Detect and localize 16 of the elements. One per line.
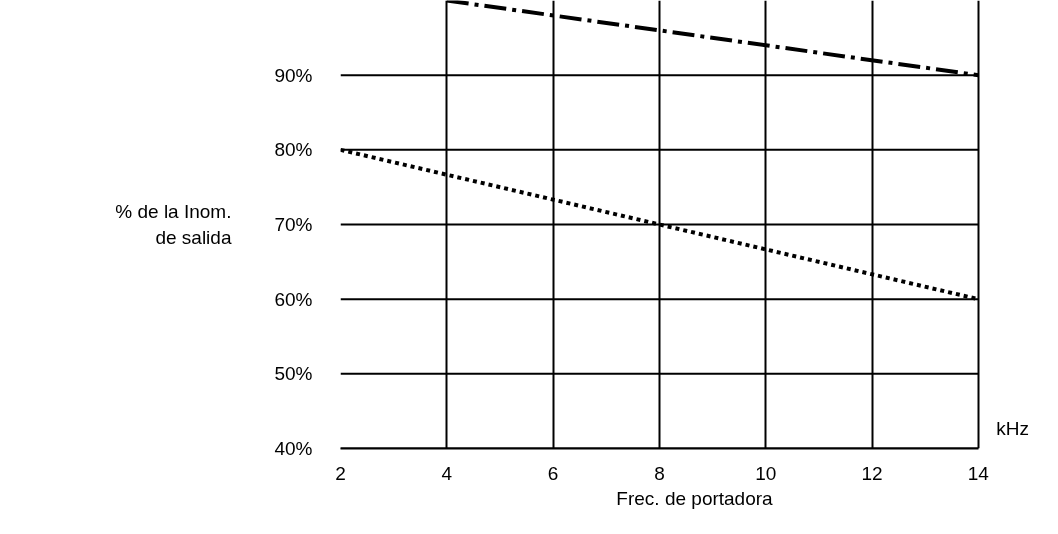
x-tick-label: 10 — [755, 462, 777, 484]
y-tick-label: 90% — [274, 64, 313, 86]
y-tick-label: 50% — [274, 363, 313, 385]
x-tick-label: 8 — [654, 462, 665, 484]
y-tick-label: 60% — [274, 288, 313, 310]
x-tick-label: 14 — [967, 462, 990, 484]
y-tick-label: 80% — [274, 139, 313, 161]
x-tick-label: 12 — [861, 462, 883, 484]
x-tick-label: 2 — [335, 462, 346, 484]
x-tick-label: 6 — [547, 462, 559, 484]
y-axis-title: % de la Inom. de salida — [115, 201, 232, 248]
y-tick-label: 40% — [274, 438, 313, 459]
text: kHz — [996, 417, 1030, 439]
x-axis-title: Frec. de portadora — [616, 487, 774, 509]
y-tick-label: 70% — [274, 214, 313, 235]
x-tick-label: 4 — [441, 462, 453, 484]
